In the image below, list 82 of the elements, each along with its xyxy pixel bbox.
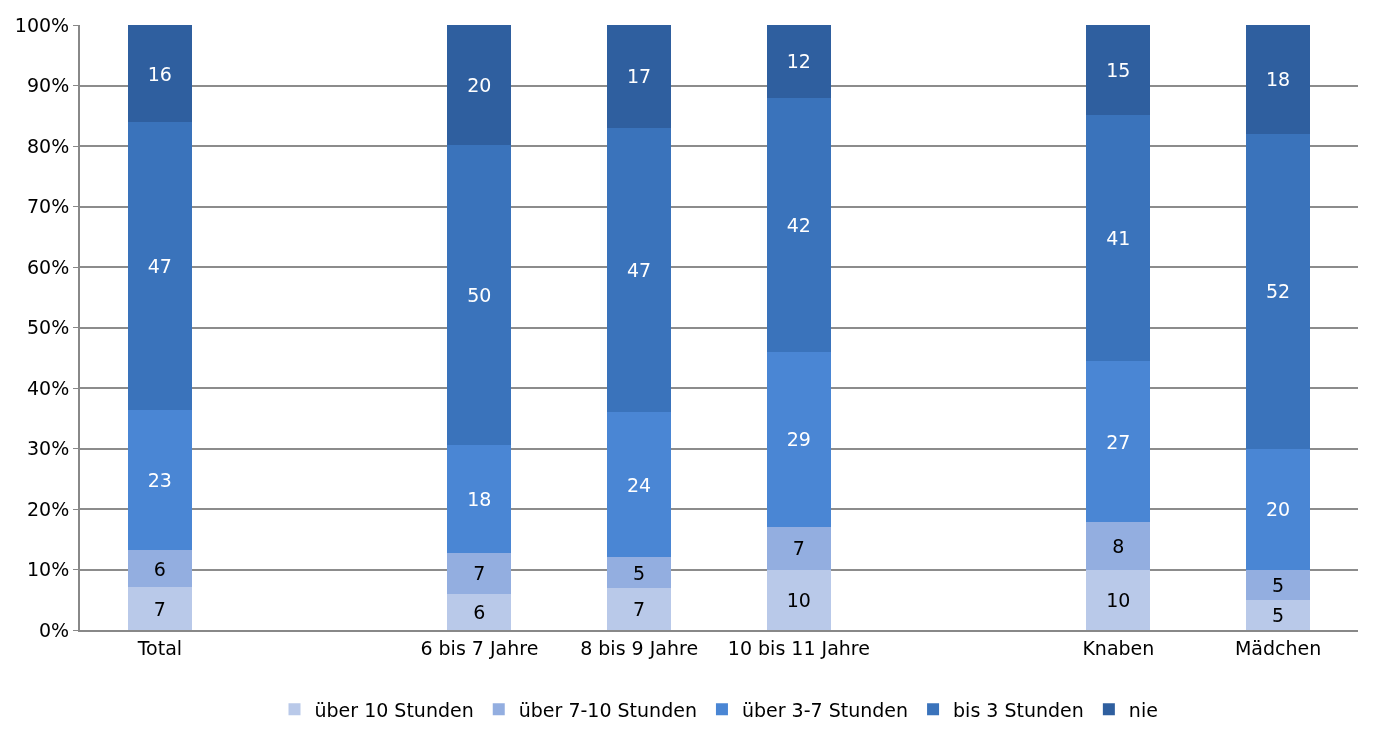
data-label: 18 (467, 487, 492, 510)
bar (766, 527, 831, 570)
x-tick-label: Knaben (1082, 636, 1155, 659)
legend-label: bis 3 Stunden (953, 698, 1084, 721)
data-label: 5 (633, 561, 646, 584)
legend-label: über 3-7 Stunden (741, 698, 909, 721)
bar (127, 122, 192, 410)
bar (766, 569, 831, 630)
data-label: 24 (627, 473, 652, 496)
bar (127, 587, 192, 630)
x-tick-label: Mädchen (1234, 636, 1322, 659)
data-label: 29 (786, 428, 811, 451)
y-tick-label: 0% (39, 618, 70, 641)
bar (127, 25, 192, 123)
bar (1086, 522, 1151, 571)
bar (447, 145, 512, 445)
bar (607, 25, 672, 128)
data-label: 47 (627, 259, 652, 282)
bar (607, 587, 672, 630)
y-tick-label: 50% (26, 316, 70, 339)
y-tick-label: 70% (26, 195, 70, 218)
bar (607, 127, 672, 413)
data-label: 5 (1272, 603, 1285, 626)
data-label: 6 (473, 601, 486, 624)
data-label: 7 (473, 562, 486, 585)
bar (1086, 25, 1151, 116)
bar (1086, 115, 1151, 361)
bar (127, 409, 192, 551)
data-label: 8 (1112, 535, 1125, 558)
data-label: 41 (1106, 226, 1131, 249)
legend-label: nie (1128, 698, 1158, 721)
data-label: 5 (1272, 573, 1285, 596)
data-label: 7 (633, 597, 646, 620)
bar (1246, 599, 1311, 630)
bar (607, 412, 672, 558)
data-label: 7 (153, 597, 166, 620)
data-label: 20 (1266, 498, 1291, 520)
bar (447, 25, 512, 146)
bar (766, 25, 831, 98)
y-tick-label: 30% (26, 437, 70, 460)
bar (1086, 570, 1151, 630)
bar (766, 351, 831, 528)
data-label: 20 (467, 74, 492, 97)
y-tick-label: 90% (26, 74, 70, 97)
bar (447, 552, 512, 595)
data-label: 52 (1266, 280, 1291, 303)
y-tick-label: 60% (26, 255, 70, 278)
bar (1086, 360, 1151, 523)
data-label: 10 (1106, 589, 1131, 612)
bar (1246, 133, 1311, 449)
x-tick-label: Total (136, 636, 183, 659)
data-label: 42 (786, 213, 811, 236)
bar (447, 594, 512, 630)
legend-label: über 7-10 Stunden (518, 698, 697, 721)
data-label: 17 (627, 65, 652, 88)
data-label: 15 (1106, 59, 1131, 82)
y-tick-label: 100% (14, 13, 70, 36)
bar (1246, 25, 1311, 134)
data-label: 12 (786, 50, 811, 73)
data-label: 47 (147, 255, 172, 278)
data-label: 16 (147, 62, 172, 85)
data-label: 50 (467, 284, 492, 307)
y-tick-label: 40% (26, 376, 70, 399)
bar (447, 444, 512, 553)
x-tick-label: 10 bis 11 Jahre (727, 636, 870, 659)
data-label: 27 (1106, 430, 1131, 453)
bar (127, 550, 192, 588)
legend-label: über 10 Stunden (314, 698, 474, 721)
data-label: 23 (147, 468, 172, 491)
y-tick-label: 10% (26, 558, 70, 581)
data-label: 6 (153, 557, 166, 580)
y-tick-label: 80% (26, 134, 70, 157)
x-tick-label: 6 bis 7 Jahre (420, 636, 539, 659)
bar (766, 97, 831, 352)
data-label: 10 (786, 588, 811, 611)
bar (1246, 569, 1311, 600)
data-label: 7 (792, 537, 805, 560)
data-label: 18 (1266, 68, 1291, 91)
bar (607, 557, 672, 588)
x-tick-label: 8 bis 9 Jahre (580, 636, 699, 659)
bar (1246, 448, 1311, 570)
y-tick-label: 20% (26, 497, 70, 520)
